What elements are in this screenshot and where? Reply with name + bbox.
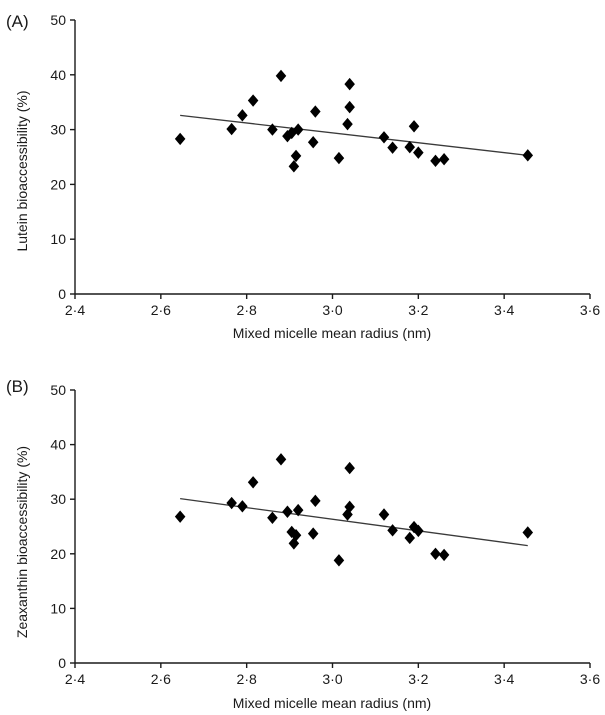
data-point-diamond [290,149,302,163]
y-tick-label: 40 [50,67,66,83]
data-point-diamond [387,524,398,537]
data-point-diamond [378,508,390,521]
x-tick-label: 3·6 [580,671,600,687]
data-point-diamond [174,510,186,523]
x-tick-label: 3·4 [494,671,514,687]
data-point-diamond [408,120,420,133]
data-points [174,69,534,173]
data-point-diamond [307,527,319,540]
y-axis-title: Zeaxanthin bioaccessibility (%) [14,446,30,638]
x-axis-title: Mixed micelle mean radius (nm) [233,695,431,711]
y-tick-label: 20 [50,546,66,562]
x-tick-label: 2·4 [65,671,85,687]
trendline [180,114,528,157]
y-tick-label: 40 [50,437,66,453]
data-point-diamond [430,154,441,168]
x-tick-label: 2·6 [151,302,171,318]
data-point-diamond [378,131,390,144]
x-tick-label: 3·0 [322,671,342,687]
panel-label: (B) [6,377,29,396]
data-point-diamond [344,100,355,114]
data-point-diamond [522,149,534,162]
data-point-diamond [174,132,186,146]
x-tick-label: 2·4 [65,302,85,318]
axes: 0 10 20 30 40 50 2·4 2·6 2·8 3·0 3·2 3·4 3·6 [50,12,600,318]
data-point-diamond [333,151,345,165]
y-tick-label: 10 [50,600,66,616]
x-tick-label: 3·2 [408,671,428,687]
data-point-diamond [310,494,321,508]
data-point-diamond [226,122,237,136]
data-point-diamond [413,524,424,538]
x-tick-label: 2·8 [237,671,257,687]
data-point-diamond [237,500,248,513]
data-point-diamond [282,129,293,143]
panel-a: (A) Lutein bioaccessibility (%) Mixed mi… [6,12,600,341]
data-point-diamond [247,94,259,107]
data-point-diamond [290,529,302,542]
data-point-diamond [413,146,424,159]
data-point-diamond [288,160,300,173]
data-point-diamond [275,453,287,466]
data-point-diamond [387,141,398,154]
data-point-diamond [292,123,304,136]
y-tick-label: 0 [58,655,66,671]
panel-label: (A) [6,12,29,31]
data-point-diamond [522,526,534,539]
x-tick-label: 3·4 [494,302,514,318]
data-points [174,453,534,567]
data-point-diamond [404,531,416,545]
data-point-diamond [342,117,353,131]
data-point-diamond [267,511,278,524]
y-tick-label: 10 [50,231,66,247]
data-point-diamond [344,77,355,91]
x-tick-label: 3·2 [408,302,428,318]
x-tick-label: 3·0 [322,302,342,318]
y-tick-label: 30 [50,491,66,507]
data-point-diamond [292,503,304,517]
x-tick-label: 2·8 [237,302,257,318]
x-axis-title: Mixed micelle mean radius (nm) [233,325,431,341]
data-point-diamond [282,505,293,518]
data-point-diamond [310,105,321,118]
data-point-diamond [307,136,319,149]
y-tick-label: 30 [50,122,66,138]
y-tick-label: 20 [50,176,66,192]
data-point-diamond [438,548,450,562]
data-point-diamond [226,496,237,510]
y-axis-title: Lutein bioaccessibility (%) [14,90,30,251]
data-point-diamond [237,109,248,122]
x-tick-label: 3·6 [580,302,600,318]
axes: 0 10 20 30 40 50 2·4 2·6 2·8 3·0 3·2 3·4 3·6 [50,382,600,687]
data-point-diamond [247,476,259,489]
data-point-diamond [333,554,345,567]
data-point-diamond [404,140,416,154]
trendline-group [180,114,528,157]
data-point-diamond [275,69,287,83]
data-point-diamond [438,152,450,166]
data-point-diamond [430,547,441,560]
data-point-diamond [286,126,297,140]
x-tick-label: 2·6 [151,671,171,687]
data-point-diamond [344,500,355,514]
y-tick-label: 50 [50,382,66,398]
y-tick-label: 0 [58,286,66,302]
y-tick-label: 50 [50,12,66,28]
data-point-diamond [267,123,278,136]
data-point-diamond [288,537,300,550]
data-point-diamond [344,461,355,475]
panel-b: (B) Zeaxanthin bioaccessibility (%) Mixe… [6,377,600,711]
